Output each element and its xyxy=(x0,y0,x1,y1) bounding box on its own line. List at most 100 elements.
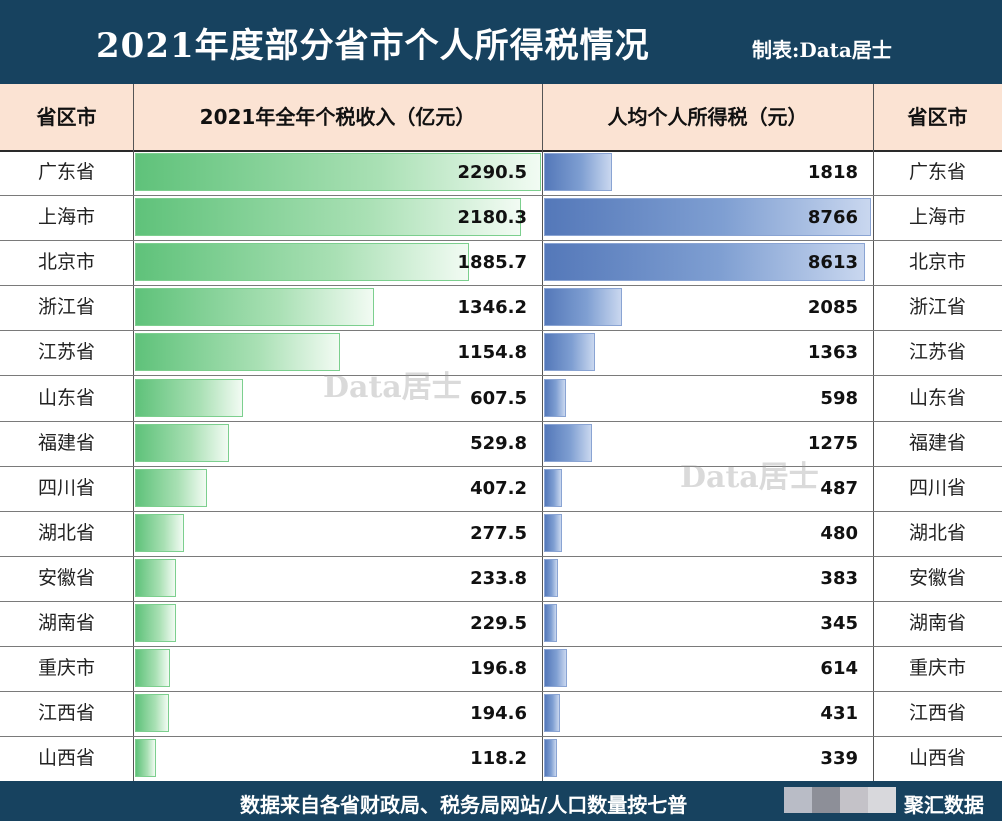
table-row: 山东省 607.5 598 山东省 xyxy=(0,376,1002,422)
province-label-left: 福建省 xyxy=(37,431,95,454)
per-capita-bar xyxy=(544,198,871,237)
total-income-bar xyxy=(135,604,176,642)
per-capita-bar xyxy=(544,333,595,372)
per-capita-value: 1363 xyxy=(807,342,858,364)
province-label-right: 浙江省 xyxy=(908,296,966,319)
table-row: 上海市 2180.3 8766 上海市 xyxy=(0,195,1002,242)
chart-author: 制表:Data居士 xyxy=(752,38,892,62)
per-capita-bar xyxy=(544,604,557,642)
province-label-left: 四川省 xyxy=(37,476,95,499)
table-row: 山西省 118.2 339 山西省 xyxy=(0,736,1002,783)
column-divider xyxy=(873,84,874,781)
footer-bar: 数据来自各省财政局、税务局网站/人口数量按七普 聚汇数据 xyxy=(0,781,1002,821)
header-total-income: 2021年全年个税收入（亿元） xyxy=(199,105,476,129)
table-row: 四川省 407.2 487 四川省 xyxy=(0,466,1002,512)
per-capita-bar xyxy=(544,694,561,733)
total-income-bar xyxy=(135,468,208,507)
total-income-value: 1885.7 xyxy=(457,252,527,274)
total-income-value: 2290.5 xyxy=(457,162,527,183)
province-label-right: 江西省 xyxy=(908,702,966,725)
total-income-bar xyxy=(135,153,541,191)
per-capita-value: 1275 xyxy=(807,432,858,454)
province-label-left: 安徽省 xyxy=(37,566,95,589)
total-income-value: 229.5 xyxy=(470,613,527,634)
total-income-value: 233.8 xyxy=(470,567,527,589)
per-capita-bar xyxy=(544,468,563,507)
per-capita-bar xyxy=(544,423,592,462)
total-income-bar xyxy=(135,739,156,778)
per-capita-bar xyxy=(544,558,559,597)
header-per-capita: 人均个人所得税（元） xyxy=(607,105,808,129)
per-capita-bar xyxy=(544,649,567,688)
total-income-value: 196.8 xyxy=(470,658,527,680)
per-capita-value: 431 xyxy=(820,703,858,725)
province-label-right: 北京市 xyxy=(908,251,966,274)
province-label-left: 山东省 xyxy=(37,386,95,409)
blur-block xyxy=(868,787,896,813)
province-label-left: 湖北省 xyxy=(37,521,95,544)
province-label-left: 广东省 xyxy=(37,161,95,183)
total-income-bar xyxy=(135,694,170,733)
per-capita-value: 339 xyxy=(820,748,858,770)
table-row: 江西省 194.6 431 江西省 xyxy=(0,691,1002,738)
per-capita-value: 598 xyxy=(820,387,858,409)
total-income-value: 607.5 xyxy=(470,387,527,409)
province-label-right: 江苏省 xyxy=(908,341,966,364)
per-capita-value: 8613 xyxy=(807,252,858,274)
table-row: 广东省 2290.5 1818 广东省 xyxy=(0,150,1002,196)
total-income-value: 277.5 xyxy=(470,522,527,544)
province-label-right: 山西省 xyxy=(908,747,966,770)
per-capita-value: 345 xyxy=(820,613,858,634)
province-label-right: 安徽省 xyxy=(908,566,966,589)
total-income-value: 529.8 xyxy=(470,432,527,454)
province-label-right: 湖北省 xyxy=(908,521,966,544)
table-row: 江苏省 1154.8 1363 江苏省 xyxy=(0,330,1002,377)
table-header: 省区市 2021年全年个税收入（亿元） 人均个人所得税（元） 省区市 xyxy=(0,84,1002,152)
blur-block xyxy=(784,787,812,813)
table-row: 湖南省 229.5 345 湖南省 xyxy=(0,601,1002,647)
per-capita-value: 8766 xyxy=(807,207,858,229)
total-income-value: 1154.8 xyxy=(457,342,527,364)
total-income-bar xyxy=(135,378,243,417)
per-capita-bar xyxy=(544,513,562,552)
table-row: 重庆市 196.8 614 重庆市 xyxy=(0,646,1002,693)
per-capita-value: 383 xyxy=(820,567,858,589)
province-label-right: 湖南省 xyxy=(908,612,966,634)
total-income-bar xyxy=(135,288,374,327)
per-capita-bar xyxy=(544,378,567,417)
province-label-left: 山西省 xyxy=(37,747,95,770)
watermark: Data居士 xyxy=(323,370,462,405)
per-capita-bar xyxy=(544,739,557,778)
header-province-left: 省区市 xyxy=(36,105,97,129)
total-income-bar xyxy=(135,423,229,462)
province-label-left: 重庆市 xyxy=(37,657,95,680)
column-divider xyxy=(133,84,134,781)
header-province-right: 省区市 xyxy=(907,105,968,129)
per-capita-bar xyxy=(544,153,612,191)
per-capita-bar xyxy=(544,288,622,327)
watermark: Data居士 xyxy=(680,460,819,495)
per-capita-value: 1818 xyxy=(807,162,858,183)
province-label-left: 浙江省 xyxy=(37,296,95,319)
total-income-bar xyxy=(135,243,470,282)
total-income-value: 407.2 xyxy=(470,477,527,499)
blur-block xyxy=(812,787,840,813)
province-label-left: 上海市 xyxy=(37,206,95,229)
total-income-value: 2180.3 xyxy=(457,207,527,229)
chart-title: 2021年度部分省市个人所得税情况 xyxy=(96,26,650,66)
column-divider xyxy=(542,84,543,781)
table-row: 湖北省 277.5 480 湖北省 xyxy=(0,511,1002,557)
per-capita-bar xyxy=(544,243,866,282)
per-capita-value: 487 xyxy=(820,477,858,499)
title-bar: 2021年度部分省市个人所得税情况 制表:Data居士 xyxy=(0,0,1002,84)
total-income-value: 1346.2 xyxy=(457,297,527,319)
total-income-bar xyxy=(135,649,170,688)
table-row: 北京市 1885.7 8613 北京市 xyxy=(0,240,1002,287)
province-label-right: 四川省 xyxy=(908,476,966,499)
total-income-bar xyxy=(135,513,185,552)
total-income-bar xyxy=(135,333,340,372)
blur-block xyxy=(840,787,868,813)
province-label-left: 江西省 xyxy=(37,702,95,725)
total-income-bar xyxy=(135,198,522,237)
province-label-right: 上海市 xyxy=(908,206,966,229)
